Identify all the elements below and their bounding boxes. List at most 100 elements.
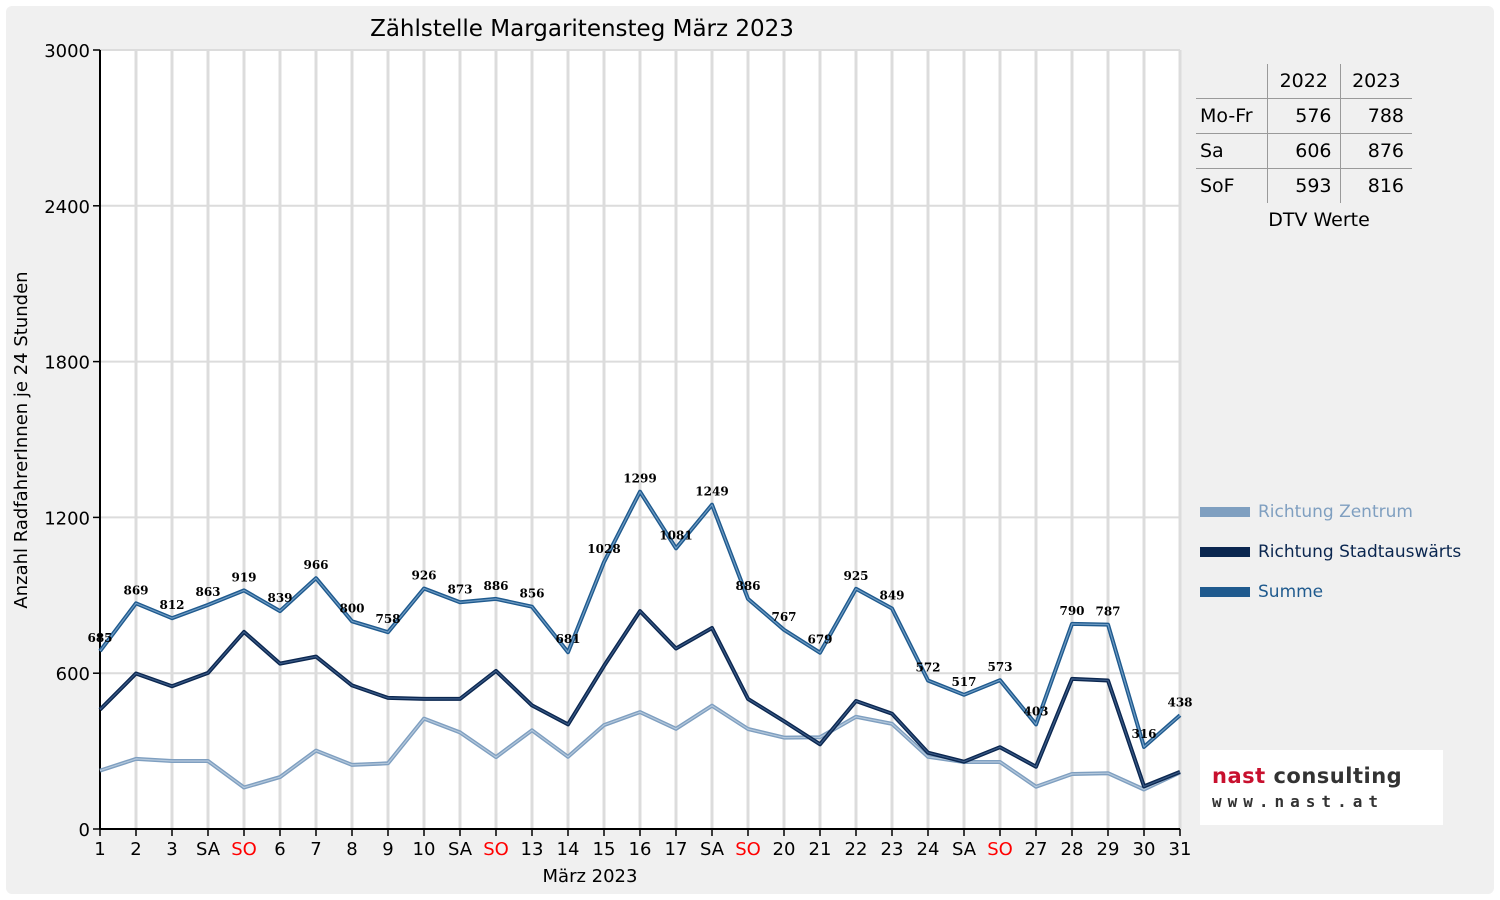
data-label: 886: [483, 579, 508, 593]
x-tick-label: 30: [1133, 839, 1156, 860]
chart-legend: Richtung Zentrum Richtung Stadtauswärts …: [1200, 492, 1461, 612]
x-tick-label: 10: [413, 839, 436, 860]
dtv-cell: 593: [1267, 168, 1340, 203]
data-label: 869: [123, 583, 148, 597]
legend-swatch: [1200, 507, 1250, 517]
chart-title: Zählstelle Margaritensteg März 2023: [370, 16, 794, 42]
legend-swatch: [1200, 547, 1250, 557]
dtv-col-header-2022: 2022: [1267, 64, 1340, 99]
data-label: 573: [987, 660, 1012, 674]
dtv-row-label: Mo-Fr: [1196, 98, 1268, 134]
x-tick-label: SO: [231, 839, 257, 860]
x-tick-label: 9: [382, 839, 393, 860]
x-tick-label: 23: [881, 839, 904, 860]
data-label: 403: [1023, 704, 1048, 718]
data-label: 438: [1167, 695, 1192, 709]
data-label: 790: [1059, 604, 1084, 618]
x-tick-label: 28: [1061, 839, 1084, 860]
data-label: 966: [303, 558, 328, 572]
x-tick-label: 27: [1025, 839, 1048, 860]
data-label: 873: [447, 582, 472, 596]
dtv-cell: 876: [1339, 133, 1412, 169]
dtv-table: 2022 2023 Mo-Fr 576 788 Sa 606 876 SoF 5…: [1196, 64, 1412, 231]
x-tick-label: 7: [310, 839, 321, 860]
x-tick-label: 21: [809, 839, 832, 860]
x-tick-label: 15: [593, 839, 616, 860]
x-tick-label: 14: [557, 839, 580, 860]
dtv-col-header-2023: 2023: [1339, 64, 1412, 99]
series-line-highlight: [99, 491, 1181, 748]
data-label: 800: [339, 601, 364, 615]
data-label: 316: [1131, 727, 1156, 741]
dtv-caption: DTV Werte: [1268, 209, 1370, 231]
x-tick-label: 16: [629, 839, 652, 860]
y-tick-label: 600: [56, 664, 90, 685]
x-tick-label: SA: [700, 839, 725, 860]
data-label: 787: [1095, 605, 1120, 619]
x-axis-label: März 2023: [543, 866, 638, 887]
nast-logo: nast consulting www.nast.at: [1200, 750, 1443, 825]
series-line-highlight: [99, 705, 1181, 791]
data-label: 919: [231, 570, 256, 584]
data-label: 572: [915, 660, 940, 674]
data-label: 685: [87, 631, 112, 645]
x-tick-label: 6: [274, 839, 285, 860]
legend-label: Richtung Stadtauswärts: [1258, 542, 1462, 562]
x-tick-label: 13: [521, 839, 544, 860]
x-tick-label: SO: [735, 839, 761, 860]
x-tick-label: 31: [1169, 839, 1192, 860]
x-tick-label: SA: [448, 839, 473, 860]
data-label: 926: [411, 569, 436, 583]
data-label: 839: [267, 591, 292, 605]
x-tick-label: SA: [952, 839, 977, 860]
logo-url: www.nast.at: [1212, 792, 1384, 811]
legend-label: Richtung Zentrum: [1258, 502, 1413, 522]
data-label: 679: [807, 633, 832, 647]
x-tick-label: 3: [166, 839, 177, 860]
x-tick-label: SA: [196, 839, 221, 860]
legend-label: Summe: [1258, 582, 1324, 602]
logo-brand-part2: consulting: [1273, 764, 1403, 788]
x-tick-label: 1: [94, 839, 105, 860]
logo-brand: nast consulting: [1212, 764, 1402, 788]
series-1: [98, 609, 1181, 789]
dtv-cell: 816: [1339, 168, 1412, 203]
data-label: 517: [951, 675, 976, 689]
data-label: 886: [735, 579, 760, 593]
data-label: 812: [159, 598, 184, 612]
x-tick-label: 22: [845, 839, 868, 860]
data-label: 767: [771, 610, 796, 624]
x-tick-label: 8: [346, 839, 357, 860]
series-0: [99, 703, 1181, 792]
y-tick-label: 0: [79, 820, 90, 841]
y-tick-label: 1200: [44, 508, 90, 529]
data-label: 1299: [623, 472, 656, 486]
data-label: 863: [195, 585, 220, 599]
x-tick-label: 17: [665, 839, 688, 860]
data-label: 1028: [587, 542, 620, 556]
data-label: 681: [555, 632, 580, 646]
dtv-row-label: Sa: [1196, 133, 1268, 169]
x-tick-label: 2: [130, 839, 141, 860]
dtv-cell: 576: [1267, 98, 1340, 134]
legend-item-zentrum: Richtung Zentrum: [1200, 492, 1461, 532]
data-label: 856: [519, 587, 544, 601]
data-label: 758: [375, 612, 400, 626]
x-tick-label: 29: [1097, 839, 1120, 860]
series-2: [98, 489, 1182, 749]
x-tick-label: 20: [773, 839, 796, 860]
x-tick-label: SO: [987, 839, 1013, 860]
logo-brand-part1: nast: [1212, 764, 1266, 788]
dtv-cell: 606: [1267, 133, 1340, 169]
series-line-highlight: [99, 610, 1181, 788]
data-label: 925: [843, 569, 868, 583]
legend-item-summe: Summe: [1200, 572, 1461, 612]
y-axis-label: Anzahl RadfahrerInnen je 24 Stunden: [11, 271, 32, 608]
legend-item-stadtauswaerts: Richtung Stadtauswärts: [1200, 532, 1461, 572]
legend-swatch: [1200, 587, 1250, 597]
x-tick-label: SO: [483, 839, 509, 860]
dtv-row-label: SoF: [1196, 168, 1268, 203]
data-label: 1081: [659, 528, 692, 542]
dtv-cell: 788: [1339, 98, 1412, 134]
